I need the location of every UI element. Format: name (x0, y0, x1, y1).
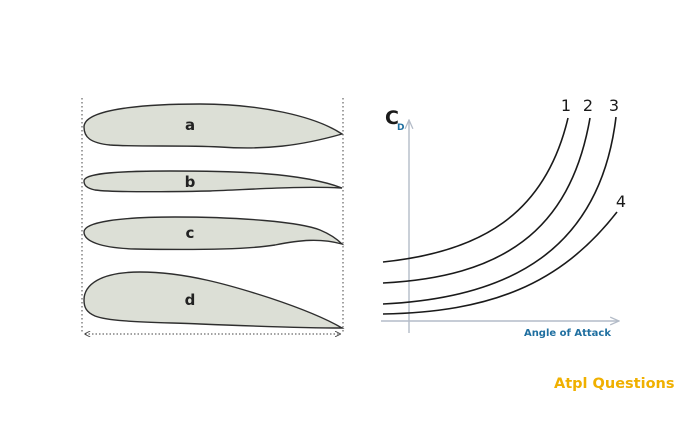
curve-3-label: 3 (609, 96, 619, 115)
airfoil-d-label: d (185, 291, 196, 309)
drag-curve-4 (382, 211, 618, 315)
x-axis-label: Angle of Attack (524, 328, 611, 339)
airfoil-a-profile (83, 103, 344, 149)
drag-curve-3 (382, 116, 617, 305)
brand-logo: Atpl Questions (554, 376, 675, 392)
drag-curve-1 (382, 117, 569, 263)
curve-4-label: 4 (616, 192, 626, 211)
y-axis-label: C (385, 107, 399, 129)
airfoil-a-label: a (185, 116, 195, 134)
drag-curve-2 (382, 117, 591, 284)
airfoil-panel: a b c d (81, 98, 345, 334)
airfoil-c-label: c (186, 224, 195, 242)
y-axis-subscript: D (397, 123, 404, 133)
curve-1-label: 1 (561, 96, 571, 115)
drag-graph: C D Angle of Attack 1 2 3 4 (381, 96, 626, 339)
airfoil-d-profile (83, 271, 345, 329)
curve-2-label: 2 (583, 96, 593, 115)
airfoil-c-profile (83, 216, 345, 251)
airfoil-b-label: b (185, 173, 196, 191)
airfoil-b-profile (83, 170, 343, 193)
